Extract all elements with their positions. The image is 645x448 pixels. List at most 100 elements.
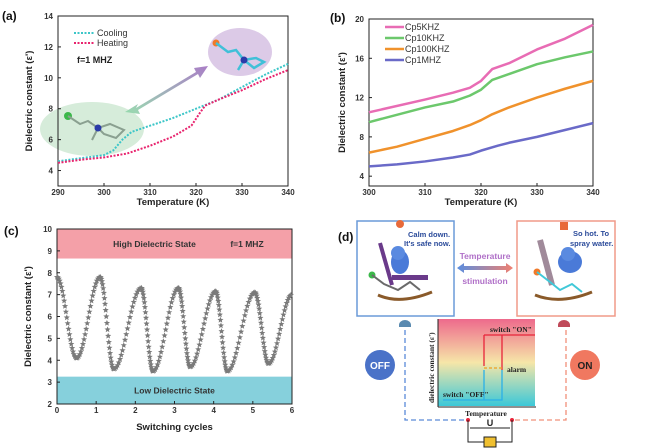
data-point-star	[195, 346, 202, 353]
data-point-star	[141, 299, 148, 305]
data-point-star	[183, 345, 190, 352]
data-point-star	[79, 340, 86, 347]
data-point-star	[270, 351, 277, 358]
data-point-star	[98, 278, 105, 284]
on-label: ON	[578, 361, 593, 372]
y-axis-label: Dielectric constant (ε')	[23, 266, 34, 367]
legend-label-cooling: Cooling	[97, 28, 128, 38]
x-tick-label: 320	[474, 188, 488, 197]
data-point-star	[243, 307, 250, 314]
data-point-star	[68, 340, 75, 347]
arrow-label-temperature: Temperature	[460, 251, 511, 261]
data-point-star	[204, 305, 211, 312]
legend-a: Cooling Heating f=1 MHZ	[74, 28, 128, 65]
inset-switch-off: switch "OFF"	[443, 390, 489, 399]
off-indicator	[365, 350, 395, 380]
data-point-star	[61, 297, 68, 304]
data-point-star	[170, 291, 177, 298]
data-point-star	[103, 319, 110, 326]
data-point-star	[98, 275, 105, 282]
data-point-star	[102, 306, 109, 313]
voltage-label: U	[487, 418, 494, 428]
data-point-star	[178, 294, 185, 301]
speech-right-line2: spray water.	[570, 239, 613, 248]
annotation-frequency-c: f=1 MHZ	[230, 239, 263, 249]
data-point-star	[60, 292, 67, 299]
data-point-star	[145, 338, 152, 344]
data-point-star	[269, 354, 276, 361]
data-point-star	[178, 298, 185, 305]
inset-switch-on: switch "ON"	[490, 325, 532, 334]
data-point-star	[156, 353, 163, 360]
data-point-star	[229, 361, 236, 368]
data-point-star	[179, 302, 186, 309]
data-point-star	[124, 325, 131, 332]
x-tick-label: 6	[290, 406, 295, 415]
y-tick-label: 3	[48, 378, 53, 387]
data-point-star	[90, 287, 97, 294]
data-point-star	[92, 280, 99, 287]
data-point-star	[57, 280, 64, 287]
data-point-star	[219, 333, 226, 340]
y-tick-label: 4	[49, 167, 54, 176]
data-point-star	[123, 331, 130, 337]
data-point-star	[228, 364, 235, 371]
data-point-star	[144, 326, 151, 333]
data-point-star	[184, 354, 191, 360]
data-point-star	[215, 301, 222, 308]
panel-label-b: (b)	[330, 11, 345, 25]
legend-label-cp100khz: Cp100KHZ	[405, 44, 450, 54]
data-point-star	[65, 325, 72, 332]
data-point-star	[221, 358, 228, 364]
data-point-star	[161, 332, 168, 339]
data-point-star	[259, 329, 266, 336]
data-point-star	[191, 357, 198, 364]
y-axis-label: Dielectric constant (ε')	[337, 52, 348, 153]
data-point-star	[63, 314, 70, 321]
x-tick-label: 290	[51, 188, 65, 197]
y-tick-label: 12	[44, 43, 53, 52]
data-point-star	[271, 348, 278, 355]
temperature-double-arrow-icon	[457, 263, 513, 273]
data-point-star	[147, 361, 154, 368]
data-point-star	[119, 347, 126, 353]
data-point-star	[145, 343, 152, 350]
molecule-illustration-high	[208, 28, 272, 76]
plot-frame	[57, 15, 289, 187]
data-point-star	[197, 336, 204, 343]
data-point-star	[282, 303, 289, 310]
y-tick-label: 8	[49, 105, 54, 114]
panel-label-d: (d)	[338, 230, 353, 244]
data-point-star	[107, 349, 114, 356]
data-point-star	[131, 294, 138, 301]
data-point-star	[253, 290, 260, 297]
data-point-star	[254, 294, 261, 301]
data-point-star	[159, 343, 166, 350]
data-point-star	[180, 313, 187, 319]
data-point-star	[133, 291, 140, 298]
y-tick-label: 20	[355, 15, 364, 24]
x-tick-label: 1	[94, 406, 99, 415]
data-point-star	[281, 307, 288, 313]
band-high	[57, 229, 292, 259]
legend-label-heating: Heating	[97, 38, 128, 48]
data-point-star	[258, 324, 265, 331]
inset-ylabel: dielectric constant (ε')	[427, 332, 436, 403]
diagram-d: Calm down. It's safe now. So hot. To spr…	[356, 220, 616, 448]
double-arrow-icon	[125, 66, 208, 114]
data-point-star	[89, 292, 96, 299]
data-point-star	[162, 326, 169, 333]
data-point-star	[82, 331, 89, 337]
data-point-star	[199, 325, 206, 332]
y-tick-label: 4	[360, 172, 365, 181]
data-point-star	[240, 317, 247, 324]
legend-label-cp10khz: Cp10KHZ	[405, 33, 445, 43]
data-point-star	[262, 351, 269, 358]
inset-red-branches	[483, 335, 503, 370]
data-point-star	[64, 320, 71, 326]
x-tick-label: 310	[418, 188, 432, 197]
data-point-star	[198, 331, 205, 337]
siren-off-icon	[399, 320, 411, 327]
data-point-star	[167, 304, 174, 310]
